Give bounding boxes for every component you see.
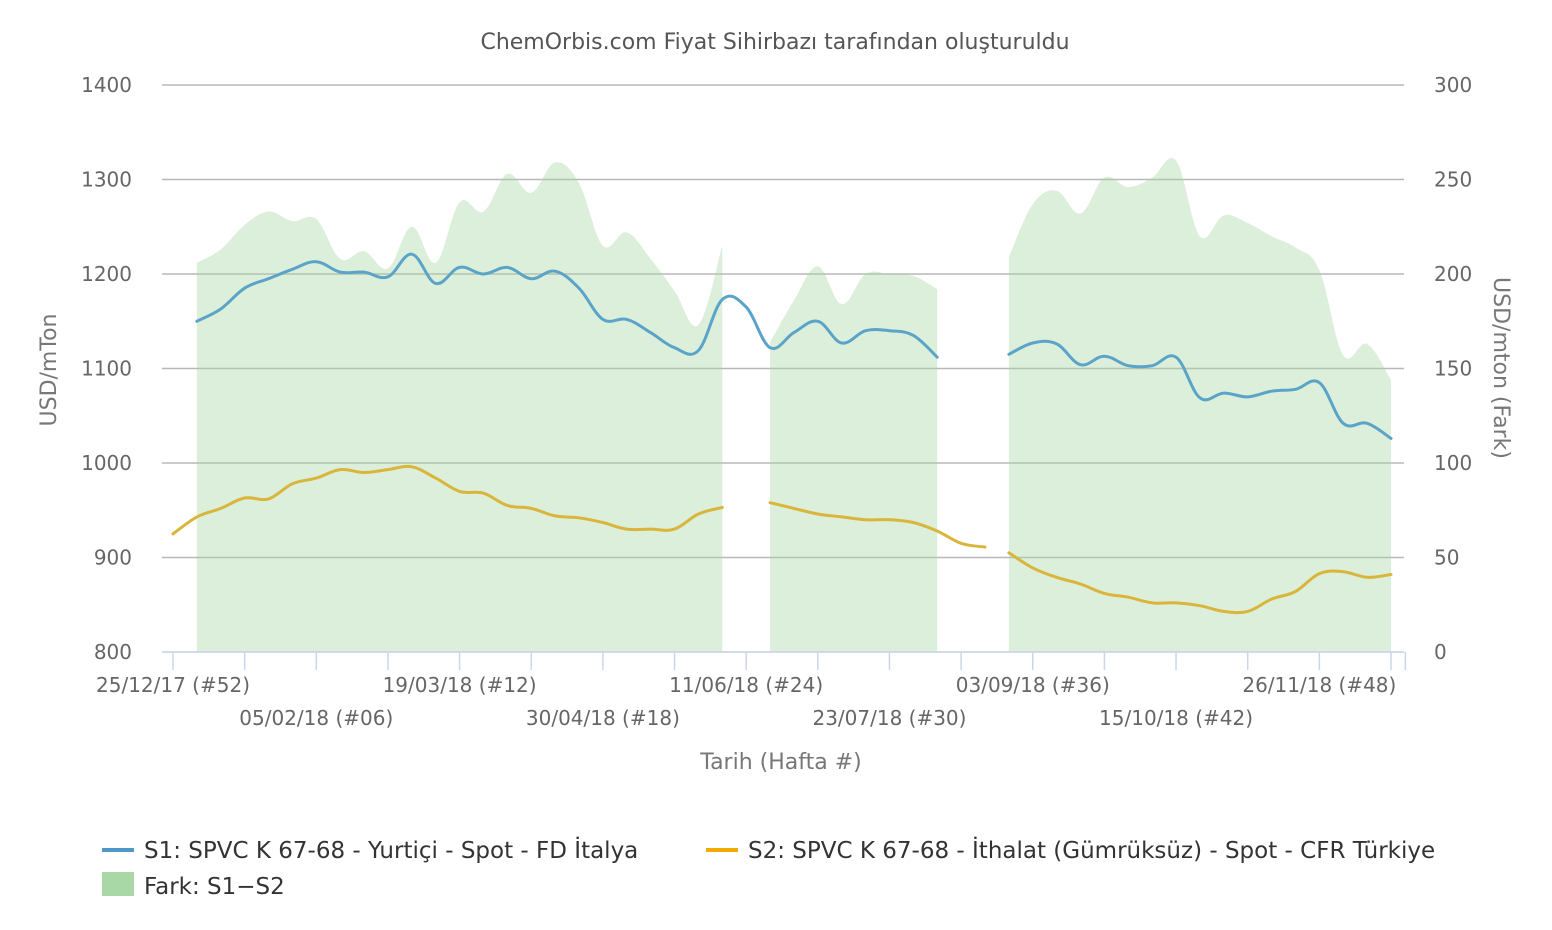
y-tick-label: 1200 — [81, 262, 132, 286]
legend-swatch-s3[interactable] — [102, 872, 134, 896]
x-tick-label: 11/06/18 (#24) — [669, 673, 823, 697]
x-tick-label: 26/11/18 (#48) — [1242, 673, 1396, 697]
x-tick-label: 03/09/18 (#36) — [956, 673, 1110, 697]
y-tick-label: 1400 — [81, 73, 132, 97]
area-series — [196, 157, 1391, 652]
area-segment-0 — [196, 162, 723, 652]
y2-tick-label: 200 — [1434, 262, 1472, 286]
area-segment-2 — [1008, 157, 1391, 652]
y2-tick-label: 300 — [1434, 73, 1472, 97]
y-tick-label: 800 — [94, 640, 132, 664]
line-s2-segment-2 — [1007, 551, 1393, 615]
y-tick-label: 1100 — [81, 357, 132, 381]
x-tick-label: 30/04/18 (#18) — [526, 706, 680, 730]
legend-label-s2[interactable]: S2: SPVC K 67-68 - İthalat (Gümrüksüz) -… — [748, 836, 1435, 864]
x-axis-title: Tarih (Hafta #) — [699, 750, 861, 775]
line-s1-segment-0 — [195, 252, 939, 359]
y2-tick-label: 50 — [1434, 546, 1459, 570]
legend-label-s1[interactable]: S1: SPVC K 67-68 - Yurtiçi - Spot - FD İ… — [144, 836, 638, 864]
x-tick-label: 05/02/18 (#06) — [239, 706, 393, 730]
y-axis-right: 0 50 100 150 200 250 300 — [1434, 73, 1472, 664]
line-s2-segment-1 — [768, 501, 987, 549]
legend: S1: SPVC K 67-68 - Yurtiçi - Spot - FD İ… — [102, 836, 1435, 900]
y-tick-label: 1300 — [81, 168, 132, 192]
chart-title: ChemOrbis.com Fiyat Sihirbazı tarafından… — [480, 30, 1069, 55]
y-tick-label: 1000 — [81, 451, 132, 475]
legend-label-s3[interactable]: Fark: S1−S2 — [144, 874, 285, 900]
line-s2-segment-0 — [171, 464, 724, 536]
y2-axis-title: USD/mton (Fark) — [1488, 277, 1513, 459]
x-tick-label: 23/07/18 (#30) — [812, 706, 966, 730]
area-segment-1 — [770, 266, 938, 652]
y-tick-label: 900 — [94, 546, 132, 570]
y-axis-title: USD/mTon — [37, 314, 62, 427]
y2-tick-label: 0 — [1434, 640, 1447, 664]
y2-tick-label: 150 — [1434, 357, 1472, 381]
y-axis-left: 800 900 1000 1100 1200 1300 1400 — [81, 73, 132, 664]
line-s1-segment-1 — [1007, 339, 1393, 440]
x-tick-label: 25/12/17 (#52) — [96, 673, 250, 697]
line-series — [171, 252, 1393, 615]
x-tick-label: 15/10/18 (#42) — [1099, 706, 1253, 730]
x-tick-label: 19/03/18 (#12) — [383, 673, 537, 697]
y2-tick-label: 250 — [1434, 168, 1472, 192]
y2-tick-label: 100 — [1434, 451, 1472, 475]
x-axis: 25/12/17 (#52) 05/02/18 (#06) 19/03/18 (#1… — [96, 651, 1407, 730]
